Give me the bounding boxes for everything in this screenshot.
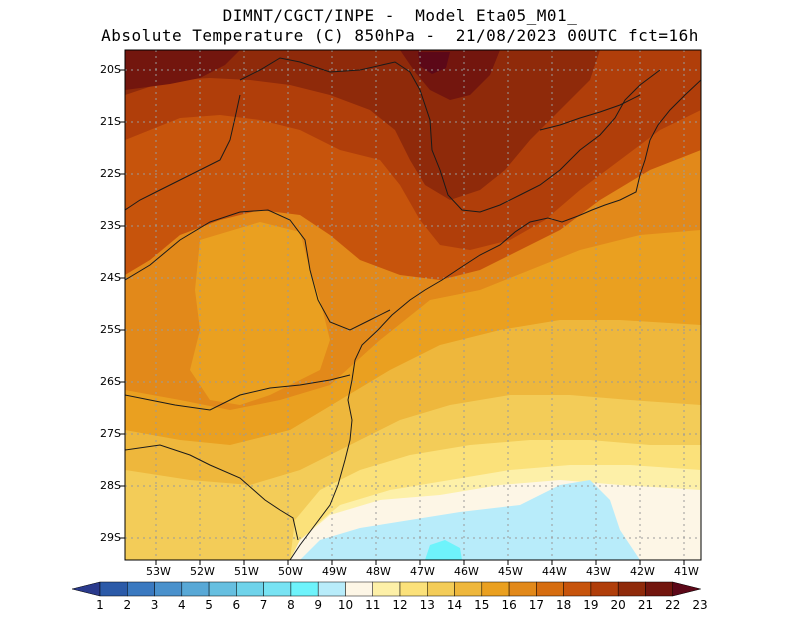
lon-label: 46W xyxy=(454,565,479,578)
colorbar-swatch xyxy=(181,581,210,597)
colorbar-label: 16 xyxy=(501,598,517,612)
lon-label: 53W xyxy=(146,565,171,578)
coastline-borders xyxy=(125,57,701,560)
colorbar-swatch xyxy=(563,581,592,597)
lon-label: 48W xyxy=(366,565,391,578)
colorbar-label: 9 xyxy=(314,598,322,612)
colorbar-label: 14 xyxy=(446,598,463,612)
colorbar-arrow-high xyxy=(672,581,701,597)
band-21 xyxy=(125,50,600,200)
colorbar-label: 19 xyxy=(583,598,599,612)
temperature-field xyxy=(125,50,701,560)
colorbar-swatch xyxy=(236,581,264,597)
lat-label: 20S xyxy=(100,63,121,76)
colorbar-swatch xyxy=(99,581,128,597)
lon-label: 47W xyxy=(410,565,435,578)
lat-label: 23S xyxy=(100,219,121,232)
colorbar-label: 7 xyxy=(259,598,268,612)
lat-label: 26S xyxy=(100,375,121,388)
colorbar-label: 1 xyxy=(96,598,104,612)
colorbar-label: 15 xyxy=(474,598,490,612)
colorbar-label: 3 xyxy=(150,598,159,612)
colorbar-label: 4 xyxy=(177,598,186,612)
colorbar-swatch xyxy=(399,581,428,597)
lon-label: 51W xyxy=(234,565,259,578)
plot-frame xyxy=(124,49,702,561)
band-10 xyxy=(300,480,640,560)
band-22 xyxy=(125,50,240,90)
colorbar-swatch xyxy=(345,581,373,597)
lon-label: 45W xyxy=(498,565,523,578)
colorbar-swatch xyxy=(208,581,237,597)
lon-label: 41W xyxy=(674,565,699,578)
band-23 xyxy=(418,52,450,74)
lon-label: 43W xyxy=(586,565,611,578)
colorbar-swatch xyxy=(645,581,673,597)
colorbar-label: 10 xyxy=(337,598,354,612)
lat-label: 21S xyxy=(100,115,121,128)
colorbar-swatch xyxy=(617,581,646,597)
colorbar-label: 20 xyxy=(610,598,626,612)
x-ticks xyxy=(155,560,685,565)
colorbar-label: 11 xyxy=(365,598,381,612)
lat-label: 29S xyxy=(100,531,121,544)
colorbar-swatch xyxy=(263,581,292,597)
colorbar-label: 13 xyxy=(419,598,435,612)
colorbar-label: 6 xyxy=(232,598,241,612)
title-line-1: DIMNT/CGCT/INPE - Model Eta05_M01_ xyxy=(222,6,578,25)
colorbar-arrow-low xyxy=(71,581,101,597)
colorbar-label: 2 xyxy=(123,598,132,612)
colorbar-label: 23 xyxy=(692,598,708,612)
colorbar-swatch xyxy=(508,581,537,597)
colorbar-label: 21 xyxy=(637,598,654,612)
lon-label: 52W xyxy=(190,565,215,578)
colorbar-swatch xyxy=(372,581,401,597)
lon-label: 44W xyxy=(542,565,567,578)
colorbar-swatch xyxy=(427,581,455,597)
lon-label: 49W xyxy=(322,565,347,578)
colorbar-swatch xyxy=(536,581,564,597)
colorbar-swatch xyxy=(481,581,510,597)
graticule xyxy=(125,50,701,560)
colorbar-swatch xyxy=(317,581,346,597)
lat-label: 22S xyxy=(100,167,121,180)
colorbar-label: 22 xyxy=(665,598,681,612)
colorbar-label: 5 xyxy=(205,598,213,612)
colorbar-swatch xyxy=(590,581,619,597)
colorbar-swatch xyxy=(154,581,183,597)
lon-label: 50W xyxy=(278,565,303,578)
lat-label: 27S xyxy=(100,427,121,440)
colorbar xyxy=(71,581,701,597)
lat-label: 25S xyxy=(100,323,121,336)
colorbar-label: 8 xyxy=(287,598,295,612)
band-16-west xyxy=(190,222,330,405)
colorbar-label: 17 xyxy=(528,598,544,612)
colorbar-swatch xyxy=(454,581,483,597)
lat-label: 24S xyxy=(100,271,121,284)
y-ticks xyxy=(120,69,125,539)
colorbar-label: 18 xyxy=(555,598,572,612)
lon-label: 42W xyxy=(630,565,655,578)
colorbar-swatch xyxy=(127,581,155,597)
title-line-2: Absolute Temperature (C) 850hPa - 21/08/… xyxy=(101,26,699,45)
colorbar-label: 12 xyxy=(392,598,408,612)
colorbar-swatch xyxy=(290,581,319,597)
lat-label: 28S xyxy=(100,479,121,492)
band-9 xyxy=(425,540,462,560)
